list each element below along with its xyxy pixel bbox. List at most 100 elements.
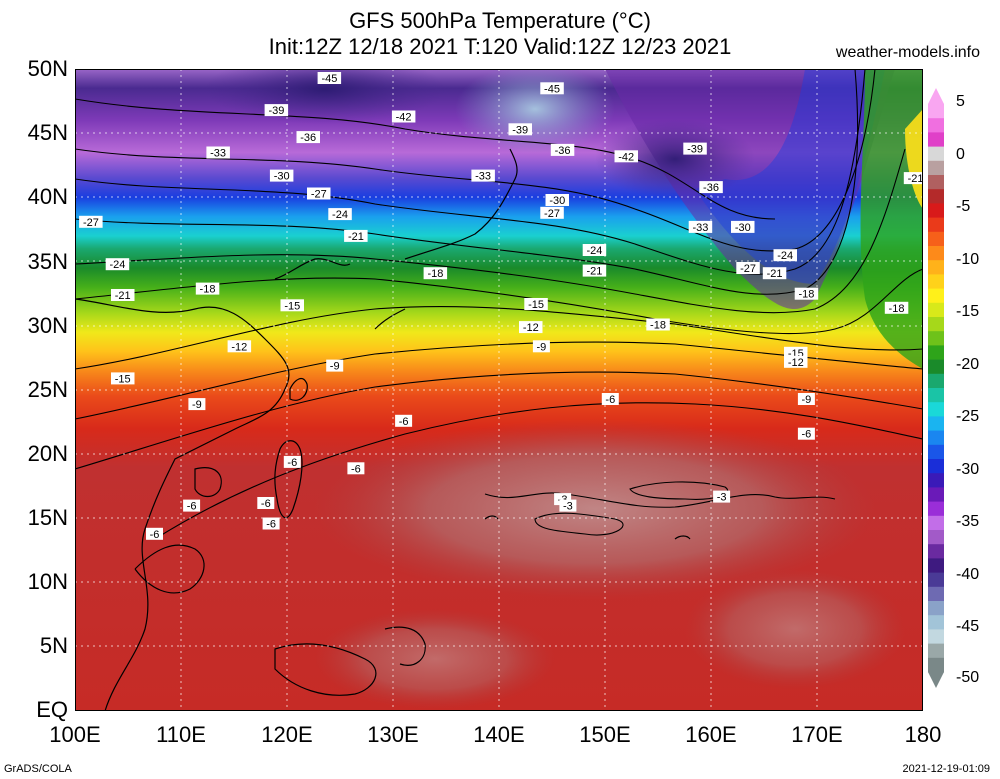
contour-label: -42 [391,110,416,124]
contour-label-bg [797,427,815,440]
colorbar-cell [928,359,944,375]
coastline-island [674,535,691,540]
contour-label-text: -6 [261,498,271,510]
colorbar-cell [928,160,944,176]
contour-label-bg [784,355,808,368]
contour-label: -21 [903,172,928,185]
contour-label: -3 [559,499,577,513]
contour-label-text: -27 [544,208,560,220]
contour-label-text: -3 [717,492,727,504]
contour-label-bg [146,527,163,540]
lat-label: 45N [27,120,68,145]
colorbar-cell [928,487,944,503]
map-canvas: -45 -45 -39 -42 -39 -36 -33 -36 -42 -39 -30 -33 -36 -… [74,54,928,712]
contour-label-text: -45 [544,83,560,95]
contour-label-bg [582,264,607,277]
coastline-ryukyu [374,308,406,330]
contour-label: -27 [79,215,103,229]
contour-label-bg [601,393,619,405]
lon-label: 150E [579,722,631,747]
lat-label: 5N [39,633,68,658]
contour-label: -30 [731,220,755,234]
contour-label: -21 [762,267,787,280]
contour-label-text: -9 [802,394,812,406]
contour-label-text: -12 [231,341,247,353]
contour-label-bg [188,398,206,411]
contour-label-bg [328,208,352,221]
contour-label-bg [797,393,815,405]
contour-label-bg [508,123,532,136]
contour-label: -39 [264,104,289,117]
contour-label: -6 [262,517,280,531]
contour-label-bg [262,517,280,530]
contour-labels: -45 -45 -39 -42 -39 -36 -33 -36 -42 -39 -30 -33 -36 -… [79,72,928,541]
contour-label-text: -33 [692,222,708,234]
coastline-island [484,515,499,520]
contour-label-bg [519,321,543,334]
contour-label-bg [111,372,135,385]
colorbar-cell [928,586,944,602]
contour-label: -15 [280,299,304,312]
coastline-indochina [134,544,205,594]
lon-label: 170E [791,722,843,747]
contour-label-bg [773,249,797,262]
contour-label-text: -12 [788,357,804,369]
contour-label-bg [391,110,416,123]
contour-label-text: -21 [586,266,602,278]
contour-label-bg [111,289,135,301]
colorbar-label: -35 [956,513,980,530]
coastline-taiwan [289,377,308,401]
isotherm-contour [484,492,836,508]
contour-label-text: -24 [109,259,125,271]
lon-label: 140E [473,722,525,747]
lon-label: 160E [685,722,737,747]
contour-label: -6 [347,462,365,475]
contour-label-text: -15 [284,300,300,312]
contour-label-bg [307,187,331,200]
contour-label: -9 [532,340,550,353]
colorbar-cell [928,175,944,190]
contour-label-text: -18 [650,320,666,332]
contour-label: -3 [713,490,731,504]
colorbar-cell [928,373,944,389]
contour-label-text: -6 [266,519,276,531]
contour-label: -36 [296,131,320,144]
lon-label: 100E [49,722,101,747]
contour-label: -21 [111,289,135,302]
contour-label: -9 [797,393,815,406]
contour-label-text: -9 [192,399,202,411]
isotherm-contour [74,268,924,335]
colorbar-cell [928,501,944,517]
colorbar-cell [928,459,944,474]
colorbar-cell [928,615,944,630]
contour-label-text: -27 [83,217,99,229]
contour-label: -21 [344,229,368,243]
contour-label-text: -21 [908,173,923,185]
contour-label-text: -6 [605,394,615,406]
coastline-mainland [74,298,290,712]
lat-label: 40N [27,184,68,209]
contour-label-bg [794,287,819,300]
contour-label-bg [524,298,548,310]
colorbar-label: 0 [956,146,965,163]
contour-label-bg [183,499,201,512]
colorbar-cell [928,601,944,616]
contour-label-bg [423,267,448,280]
colorbar-cell [928,132,944,148]
contour-label-text: -30 [735,222,751,234]
contour-label-bg [395,414,413,427]
colorbar-cell [928,388,944,403]
isotherm-contour [74,371,924,470]
contour-label-bg [550,143,575,156]
contour-label-text: -36 [703,182,719,194]
contour-label-bg [762,267,787,280]
contour-label-text: -36 [300,132,316,144]
isotherm-contour [74,305,924,370]
colorbar-cell [928,402,944,417]
colorbar-cell [928,246,944,261]
contour-label-text: -45 [321,73,337,85]
lat-label: 50N [27,56,68,81]
lat-label: 10N [27,569,68,594]
contour-label-bg [884,301,909,314]
contour-label-text: -18 [427,268,443,280]
